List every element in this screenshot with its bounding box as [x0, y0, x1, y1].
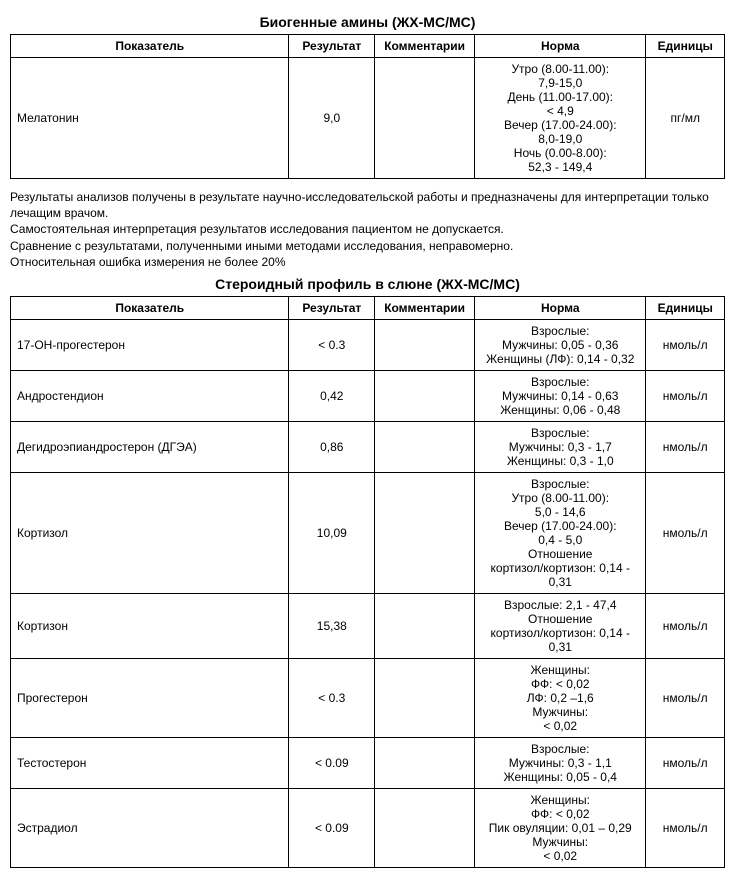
table-header-row: Показатель Результат Комментарии Норма Е… [11, 296, 725, 319]
section2-table: Показатель Результат Комментарии Норма Е… [10, 296, 725, 868]
col-header-result: Результат [289, 35, 375, 58]
cell-comment [375, 788, 475, 867]
col-header-comment: Комментарии [375, 35, 475, 58]
cell-norm: Взрослые: Мужчины: 0,05 - 0,36 Женщины (… [475, 319, 646, 370]
table-row: Андростендион0,42 Взрослые: Мужчины: 0,14… [11, 370, 725, 421]
cell-comment [375, 593, 475, 658]
cell-norm: Женщины: ФФ: < 0,02 ЛФ: 0,2 –1,6 Мужчины… [475, 658, 646, 737]
cell-param: Кортизон [11, 593, 289, 658]
cell-units: нмоль/л [646, 788, 725, 867]
cell-units: пг/мл [646, 58, 725, 179]
cell-comment [375, 737, 475, 788]
notes-text: Результаты анализов получены в результат… [10, 189, 725, 270]
section1-table: Показатель Результат Комментарии Норма Е… [10, 34, 725, 179]
table-row: Тестостерон< 0.09 Взрослые: Мужчины: 0,3 … [11, 737, 725, 788]
table-row: Дегидроэпиандростерон (ДГЭА)0,86 Взрослые… [11, 421, 725, 472]
cell-norm: Взрослые: Мужчины: 0,3 - 1,1 Женщины: 0,… [475, 737, 646, 788]
col-header-comment: Комментарии [375, 296, 475, 319]
col-header-norm: Норма [475, 296, 646, 319]
cell-param: Эстрадиол [11, 788, 289, 867]
cell-param: Андростендион [11, 370, 289, 421]
table-row: Кортизон15,38 Взрослые: 2,1 - 47,4 Отноше… [11, 593, 725, 658]
cell-param: Прогестерон [11, 658, 289, 737]
col-header-units: Единицы [646, 296, 725, 319]
col-header-result: Результат [289, 296, 375, 319]
col-header-param: Показатель [11, 35, 289, 58]
cell-units: нмоль/л [646, 421, 725, 472]
cell-norm: Взрослые: Утро (8.00-11.00): 5,0 - 14,6 … [475, 472, 646, 593]
cell-norm: Взрослые: Мужчины: 0,14 - 0,63 Женщины: … [475, 370, 646, 421]
table-row: Прогестерон< 0.3 Женщины: ФФ: < 0,02 ЛФ: … [11, 658, 725, 737]
cell-units: нмоль/л [646, 737, 725, 788]
cell-param: Кортизол [11, 472, 289, 593]
section2-title: Стероидный профиль в слюне (ЖХ-МС/МС) [10, 276, 725, 292]
table-row: Кортизол10,09 Взрослые: Утро (8.00-11.00)… [11, 472, 725, 593]
cell-param: Мелатонин [11, 58, 289, 179]
cell-norm: Взрослые: 2,1 - 47,4 Отношение кортизол/… [475, 593, 646, 658]
cell-units: нмоль/л [646, 658, 725, 737]
cell-units: нмоль/л [646, 593, 725, 658]
cell-result: 10,09 [289, 472, 375, 593]
cell-result: 0,42 [289, 370, 375, 421]
cell-result: < 0.09 [289, 788, 375, 867]
cell-result: 9,0 [289, 58, 375, 179]
cell-result: < 0.09 [289, 737, 375, 788]
table-row: 17-ОН-прогестерон< 0.3 Взрослые: Мужчины:… [11, 319, 725, 370]
table-row: Эстрадиол< 0.09 Женщины: ФФ: < 0,02 Пик о… [11, 788, 725, 867]
cell-norm: Утро (8.00-11.00): 7,9-15,0 День (11.00-… [475, 58, 646, 179]
cell-param: Тестостерон [11, 737, 289, 788]
cell-result: 0,86 [289, 421, 375, 472]
col-header-norm: Норма [475, 35, 646, 58]
col-header-param: Показатель [11, 296, 289, 319]
cell-units: нмоль/л [646, 472, 725, 593]
cell-comment [375, 370, 475, 421]
cell-param: 17-ОН-прогестерон [11, 319, 289, 370]
cell-result: < 0.3 [289, 319, 375, 370]
cell-result: < 0.3 [289, 658, 375, 737]
col-header-units: Единицы [646, 35, 725, 58]
table-header-row: Показатель Результат Комментарии Норма Е… [11, 35, 725, 58]
cell-comment [375, 472, 475, 593]
section1-title: Биогенные амины (ЖХ-МС/МС) [10, 14, 725, 30]
cell-param: Дегидроэпиандростерон (ДГЭА) [11, 421, 289, 472]
cell-units: нмоль/л [646, 319, 725, 370]
cell-result: 15,38 [289, 593, 375, 658]
cell-norm: Женщины: ФФ: < 0,02 Пик овуляции: 0,01 –… [475, 788, 646, 867]
cell-units: нмоль/л [646, 370, 725, 421]
cell-comment [375, 58, 475, 179]
cell-comment [375, 421, 475, 472]
cell-comment [375, 658, 475, 737]
cell-norm: Взрослые: Мужчины: 0,3 - 1,7 Женщины: 0,… [475, 421, 646, 472]
table-row: Мелатонин9,0 Утро (8.00-11.00): 7,9-15,0 … [11, 58, 725, 179]
cell-comment [375, 319, 475, 370]
